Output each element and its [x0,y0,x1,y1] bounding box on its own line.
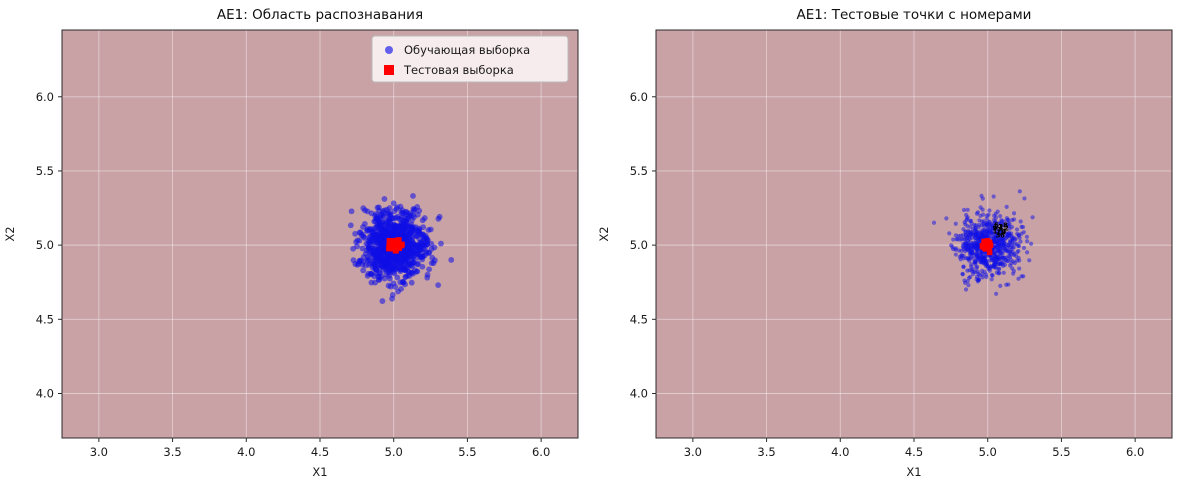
y-axis-label: X2 [597,226,611,241]
gridlines [656,30,1172,438]
legend-label: Тестовая выборка [403,63,514,77]
x-tick-label: 3.5 [163,445,181,459]
point-number-label: 9 [993,224,998,232]
x-tick-label: 4.0 [237,445,255,459]
test-points [386,237,405,254]
legend-label: Обучающая выборка [404,43,530,57]
legend-test-marker [384,65,394,75]
recognition-region-chart: 3.0 3.5 4.0 4.5 5.0 5.5 6.0 4.0 4.5 5.0 5.5 6.0 X1 X2… [0,0,594,490]
x-tick-label: 4.0 [831,445,849,459]
tick-labels: 3.0 3.5 4.0 4.5 5.0 5.5 6.0 4.0 4.5 5.0 5.5 6.0 [36,90,551,459]
point-number-label: 10 [996,229,1006,237]
x-tick-label: 3.0 [684,445,702,459]
point-number-label: 5 [994,221,999,229]
point-number-label: 12 [999,224,1009,232]
y-tick-label: 5.5 [36,164,54,178]
point-number-label: 2 [999,223,1004,231]
y-tick-label: 4.0 [630,386,648,400]
x-tick-label: 4.5 [905,445,923,459]
y-tick-label: 6.0 [630,90,648,104]
x-tick-label: 5.5 [1052,445,1070,459]
tick-labels: 3.0 3.5 4.0 4.5 5.0 5.5 6.0 4.0 4.5 5.0 5.5 6.0 [630,90,1145,459]
plot-area [62,30,578,438]
x-axis-label: X1 [906,465,921,479]
y-tick-label: 4.5 [36,312,54,326]
x-tick-label: 3.5 [757,445,775,459]
y-tick-label: 5.0 [36,238,54,252]
test-points [979,237,994,256]
y-tick-label: 5.0 [630,238,648,252]
x-tick-label: 3.0 [90,445,108,459]
x-tick-label: 6.0 [1126,445,1144,459]
x-tick-label: 5.0 [385,445,403,459]
y-tick-label: 5.5 [630,164,648,178]
recognition-region-chart: 3.0 3.5 4.0 4.5 5.0 5.5 6.0 4.0 4.5 5.0 5.5 6.0 X1 X2… [3,7,579,479]
chart-title: AE1: Область распознавания [217,7,423,23]
point-number-label: 11 [993,223,1003,231]
y-tick-label: 4.0 [36,386,54,400]
x-tick-label: 5.5 [458,445,476,459]
point-number-label: 7 [997,226,1002,234]
point-number-label: 3 [996,232,1001,240]
gridlines [62,30,578,438]
point-number-label: 1 [993,227,998,235]
y-tick-label: 6.0 [36,90,54,104]
y-axis-label: X2 [3,226,17,241]
x-tick-label: 6.0 [532,445,550,459]
x-axis-label: X1 [312,465,327,479]
plot-area [656,30,1172,438]
point-number-label: 6 [1000,232,1005,240]
legend: Обучающая выборка Тестовая выборка [371,35,569,83]
point-number-label: 8 [1003,221,1008,229]
y-tick-label: 4.5 [630,312,648,326]
x-tick-label: 4.5 [311,445,329,459]
point-number-label: 4 [1001,227,1006,235]
x-tick-label: 5.0 [979,445,997,459]
legend-training-marker [385,46,393,54]
chart-title: AE1: Тестовые точки с номерами [797,7,1032,23]
